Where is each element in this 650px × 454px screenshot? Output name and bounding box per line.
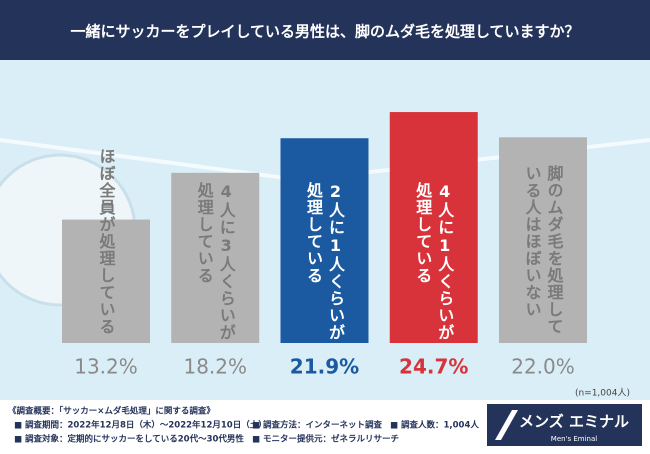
category-label: 処理している bbox=[195, 181, 214, 284]
footer-heading: 《調査概要：「サッカー×ムダ毛処理」に関する調査》 bbox=[8, 406, 215, 417]
category-label: 2人に1人くらいが bbox=[326, 182, 345, 341]
footer-item: ■ モニター提供元：ゼネラルリサーチ bbox=[252, 434, 399, 445]
category-label: 処理している bbox=[304, 181, 323, 284]
category-label: 4人に3人くらいが bbox=[217, 182, 236, 341]
footer-item: ■ 調査方法：インターネット調査 bbox=[252, 420, 382, 431]
sample-note: (n=1,004人) bbox=[575, 388, 630, 399]
category-label: 脚のムダ毛を処理して bbox=[545, 165, 564, 335]
value-label: 21.9% bbox=[290, 355, 359, 379]
logo-subtext: Men's Eminal bbox=[551, 435, 597, 443]
category-label: 4人に1人くらいが bbox=[435, 182, 454, 341]
footer-item: ■ 調査対象：定期的にサッカーをしている20代〜30代男性 bbox=[14, 434, 244, 445]
bar bbox=[62, 219, 150, 343]
value-label: 13.2% bbox=[74, 355, 138, 379]
category-label: いる人はほぼいない bbox=[523, 165, 542, 318]
value-label: 24.7% bbox=[399, 355, 468, 379]
value-label: 18.2% bbox=[183, 355, 247, 379]
logo-text: メンズ エミナル bbox=[519, 413, 629, 431]
chart-title: 一緒にサッカーをプレイしている男性は、脚のムダ毛を処理していますか？ bbox=[70, 23, 579, 41]
bar bbox=[171, 172, 260, 343]
category-label: 処理している bbox=[413, 181, 432, 284]
bar bbox=[280, 138, 369, 343]
bar bbox=[499, 137, 587, 343]
logo-mark bbox=[495, 410, 518, 440]
footer-item: ■ 調査期間：2022年12月8日（木）〜2022年12月10日（土） bbox=[14, 420, 267, 431]
footer-item: ■ 調査人数：1,004人 bbox=[390, 420, 479, 431]
value-label: 22.0% bbox=[511, 355, 575, 379]
bar bbox=[389, 112, 478, 344]
title-band bbox=[0, 0, 650, 60]
category-label: ほぼ全員が処理している bbox=[97, 148, 117, 335]
